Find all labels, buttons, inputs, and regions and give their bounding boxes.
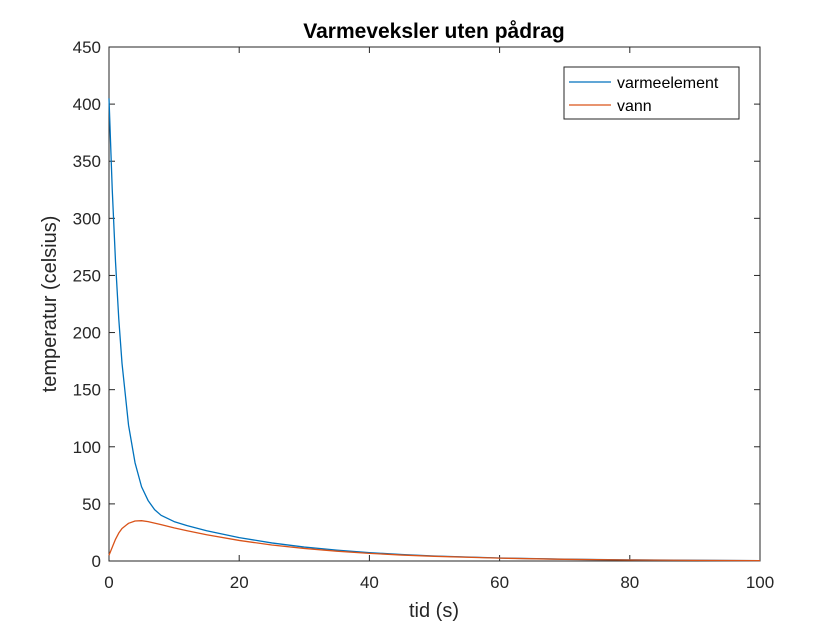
x-axis-label: tid (s) bbox=[409, 600, 459, 622]
legend-box bbox=[563, 66, 740, 120]
legend: varmeelement vann bbox=[563, 66, 740, 120]
y-tick-label: 450 bbox=[73, 38, 101, 57]
x-tick-label: 60 bbox=[490, 573, 509, 592]
x-tick-label: 100 bbox=[746, 573, 774, 592]
x-tick-label: 20 bbox=[230, 573, 249, 592]
series-line-vann bbox=[108, 520, 761, 562]
y-axis-ticks: 0 50 100 150 200 250 300 350 400 450 bbox=[73, 38, 760, 571]
y-tick-label: 100 bbox=[73, 438, 101, 457]
y-tick-label: 350 bbox=[73, 152, 101, 171]
y-tick-label: 300 bbox=[73, 209, 101, 228]
x-tick-label: 80 bbox=[620, 573, 639, 592]
x-tick-label: 40 bbox=[360, 573, 379, 592]
y-tick-label: 0 bbox=[92, 552, 101, 571]
chart-title: Varmeveksler uten pådrag bbox=[303, 20, 564, 43]
series-lines bbox=[108, 98, 761, 562]
y-tick-label: 400 bbox=[73, 95, 101, 114]
legend-label-varmeelement: varmeelement bbox=[617, 75, 719, 92]
plot-frame bbox=[108, 46, 761, 562]
y-tick-label: 200 bbox=[73, 324, 101, 343]
y-tick-label: 250 bbox=[73, 266, 101, 285]
y-tick-label: 50 bbox=[82, 495, 101, 514]
x-tick-label: 0 bbox=[104, 573, 113, 592]
x-axis-ticks: 0 20 40 60 80 100 bbox=[104, 47, 774, 592]
legend-label-vann: vann bbox=[617, 98, 652, 115]
y-tick-label: 150 bbox=[73, 381, 101, 400]
y-axis-label: temperatur (celsius) bbox=[39, 216, 61, 393]
